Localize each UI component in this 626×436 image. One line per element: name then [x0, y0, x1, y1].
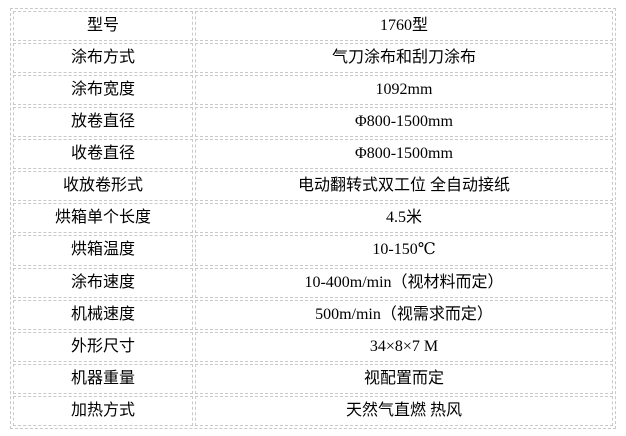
spec-label-cell: 收卷直径	[13, 139, 193, 170]
spec-row: 型号 1760型	[13, 11, 613, 42]
spec-label-cell: 放卷直径	[13, 107, 193, 138]
spec-row: 放卷直径 Φ800-1500mm	[13, 107, 613, 138]
spec-label-cell: 机器重量	[13, 363, 193, 394]
spec-value-cell: 天然气直燃 热风	[195, 395, 613, 426]
spec-value-cell: 气刀涂布和刮刀涂布	[195, 43, 613, 74]
spec-value-cell: Φ800-1500mm	[195, 139, 613, 170]
spec-row: 外形尺寸 34×8×7 M	[13, 331, 613, 362]
spec-label-cell: 涂布速度	[13, 267, 193, 298]
spec-row: 烘箱单个长度 4.5米	[13, 203, 613, 234]
spec-row: 加热方式 天然气直燃 热风	[13, 395, 613, 426]
spec-value-cell: 1760型	[195, 11, 613, 42]
spec-row: 机器重量 视配置而定	[13, 363, 613, 394]
spec-label-cell: 加热方式	[13, 395, 193, 426]
spec-label-cell: 涂布宽度	[13, 75, 193, 106]
spec-value-cell: Φ800-1500mm	[195, 107, 613, 138]
spec-row: 收卷直径 Φ800-1500mm	[13, 139, 613, 170]
spec-value-cell: 34×8×7 M	[195, 331, 613, 362]
spec-value-cell: 电动翻转式双工位 全自动接纸	[195, 171, 613, 202]
spec-value-cell: 10-400m/min（视材料而定）	[195, 267, 613, 298]
spec-row: 烘箱温度 10-150℃	[13, 235, 613, 266]
spec-label-cell: 收放卷形式	[13, 171, 193, 202]
spec-row: 机械速度 500m/min（视需求而定）	[13, 299, 613, 330]
spec-row: 收放卷形式 电动翻转式双工位 全自动接纸	[13, 171, 613, 202]
spec-row: 涂布方式 气刀涂布和刮刀涂布	[13, 43, 613, 74]
spec-value-cell: 1092mm	[195, 75, 613, 106]
spec-row: 涂布宽度 1092mm	[13, 75, 613, 106]
spec-label-cell: 烘箱温度	[13, 235, 193, 266]
spec-value-cell: 500m/min（视需求而定）	[195, 299, 613, 330]
spec-label-cell: 烘箱单个长度	[13, 203, 193, 234]
spec-value-cell: 4.5米	[195, 203, 613, 234]
spec-label-cell: 外形尺寸	[13, 331, 193, 362]
spec-label-cell: 机械速度	[13, 299, 193, 330]
spec-label-cell: 型号	[13, 11, 193, 42]
spec-row: 涂布速度 10-400m/min（视材料而定）	[13, 267, 613, 298]
spec-value-cell: 视配置而定	[195, 363, 613, 394]
spec-value-cell: 10-150℃	[195, 235, 613, 266]
spec-label-cell: 涂布方式	[13, 43, 193, 74]
spec-table: 型号 1760型 涂布方式 气刀涂布和刮刀涂布 涂布宽度 1092mm 放卷直径…	[10, 8, 616, 429]
